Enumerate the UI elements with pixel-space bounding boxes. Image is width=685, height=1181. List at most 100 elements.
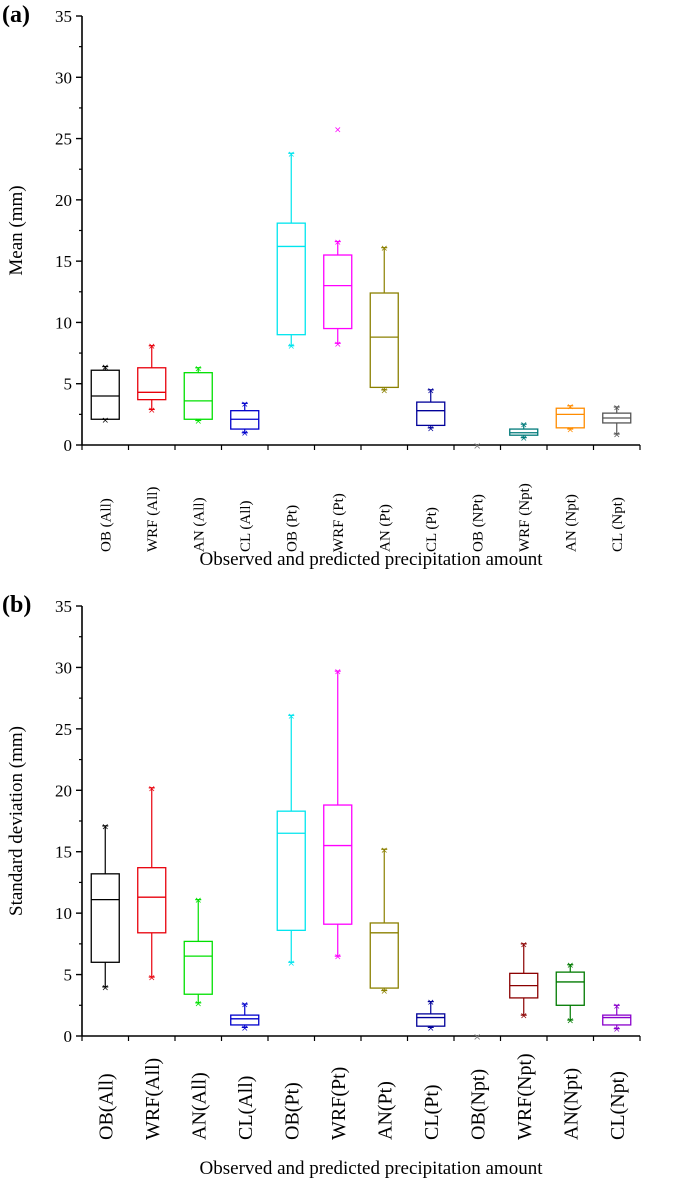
- y-tick-label: 20: [55, 191, 72, 210]
- min-marker: ×: [380, 987, 388, 997]
- x-category-label: AN (All): [191, 497, 207, 552]
- box-wrf-all: ××: [137, 342, 167, 416]
- y-tick-label: 5: [64, 375, 73, 394]
- x-category-label: AN (Npt): [563, 494, 579, 552]
- min-marker: ×: [148, 406, 156, 416]
- max-marker: ×: [148, 784, 156, 794]
- y-tick-label: 10: [55, 313, 72, 332]
- y-tick-label: 30: [55, 68, 72, 87]
- x-category-label: AN(All): [188, 1072, 210, 1140]
- y-tick-label: 10: [55, 904, 72, 923]
- box-an-npt: ××: [555, 961, 585, 1027]
- box-body: [369, 922, 399, 989]
- min-marker: ×: [380, 386, 388, 396]
- y-tick-label: 25: [55, 130, 72, 149]
- box-cl-all: ××: [230, 1001, 260, 1034]
- max-marker: ×: [380, 244, 388, 254]
- box-marker: ×: [473, 441, 481, 452]
- box-body: [90, 873, 120, 963]
- x-category-label: WRF (Npt): [517, 483, 533, 552]
- box-body: [137, 367, 167, 401]
- box-wrf-pt: ××: [323, 668, 353, 963]
- x-category-label: AN (Pt): [377, 504, 393, 552]
- x-category-label: CL (All): [238, 500, 254, 552]
- x-axis-title: Observed and predicted precipitation amo…: [200, 1158, 544, 1179]
- box-an-pt: ××: [369, 846, 399, 997]
- box-ob-all: ××: [90, 363, 120, 426]
- box-wrf-npt: ××: [509, 940, 539, 1022]
- box-body: [276, 810, 306, 931]
- y-tick-label: 35: [55, 597, 72, 616]
- box-ob-pt: ××: [276, 712, 306, 969]
- y-tick-label: 35: [55, 7, 72, 26]
- x-category-label: OB (All): [98, 498, 114, 552]
- x-category-label: WRF (All): [145, 487, 161, 552]
- min-marker: ×: [566, 426, 574, 436]
- box-body: [183, 372, 213, 420]
- box-an-pt: ××: [369, 244, 399, 396]
- box-wrf-all: ××: [137, 784, 167, 984]
- x-category-label: WRF(Npt): [514, 1053, 536, 1140]
- max-marker: ×: [380, 846, 388, 856]
- box-an-all: ××: [183, 896, 213, 1009]
- x-category-label: CL(Pt): [421, 1084, 443, 1140]
- box-body: [416, 1013, 446, 1027]
- panel-b: 05101520253035××OB(All)××WRF(All)××AN(Al…: [2, 592, 641, 1179]
- min-marker: ×: [334, 953, 342, 963]
- box-body: [555, 971, 585, 1006]
- box-body: [183, 940, 213, 995]
- min-marker: ×: [334, 340, 342, 350]
- y-tick-label: 30: [55, 658, 72, 677]
- min-marker: ×: [194, 417, 202, 427]
- box-body: [90, 369, 120, 420]
- y-axis-title: Standard deviation (mm): [6, 726, 27, 916]
- min-marker: ×: [613, 1025, 621, 1035]
- x-category-label: CL(Npt): [607, 1071, 629, 1140]
- outlier-marker: ×: [334, 125, 342, 135]
- min-marker: ×: [427, 424, 435, 434]
- min-marker: ×: [194, 999, 202, 1009]
- min-marker: ×: [427, 1024, 435, 1034]
- x-category-label: OB(All): [95, 1073, 117, 1140]
- min-marker: ×: [287, 959, 295, 969]
- max-marker: ×: [520, 421, 528, 431]
- box-an-all: ××: [183, 364, 213, 427]
- max-marker: ×: [334, 668, 342, 678]
- y-tick-label: 15: [55, 252, 72, 271]
- box-an-npt: ××: [555, 402, 585, 436]
- max-marker: ×: [287, 712, 295, 722]
- box-body: [369, 292, 399, 389]
- max-marker: ×: [101, 822, 109, 832]
- x-category-label: OB(Npt): [467, 1069, 489, 1140]
- box-marker: ×: [473, 1032, 481, 1043]
- x-category-label: WRF(Pt): [328, 1067, 350, 1140]
- box-body: [416, 401, 446, 427]
- min-marker: ×: [287, 342, 295, 352]
- min-marker: ×: [520, 1012, 528, 1022]
- box-body: [323, 254, 353, 330]
- max-marker: ×: [148, 342, 156, 352]
- panel-label: (b): [2, 592, 31, 618]
- x-category-label: OB (NPt): [470, 494, 486, 552]
- max-marker: ×: [287, 150, 295, 160]
- max-marker: ×: [427, 998, 435, 1008]
- y-tick-label: 5: [64, 966, 73, 985]
- min-marker: ×: [520, 434, 528, 444]
- min-marker: ×: [101, 416, 109, 426]
- y-tick-label: 20: [55, 781, 72, 800]
- x-category-label: CL (Pt): [424, 507, 440, 552]
- max-marker: ×: [194, 364, 202, 374]
- max-marker: ×: [194, 896, 202, 906]
- x-category-label: WRF (Pt): [331, 493, 347, 552]
- x-axis-title: Observed and predicted precipitation amo…: [200, 549, 544, 570]
- box-wrf-npt: ××: [509, 421, 539, 444]
- box-cl-pt: ××: [416, 998, 446, 1034]
- max-marker: ×: [427, 386, 435, 396]
- x-category-label: AN(Pt): [374, 1081, 396, 1140]
- box-ob-pt: ××: [276, 150, 306, 352]
- min-marker: ×: [241, 1024, 249, 1034]
- min-marker: ×: [566, 1017, 574, 1027]
